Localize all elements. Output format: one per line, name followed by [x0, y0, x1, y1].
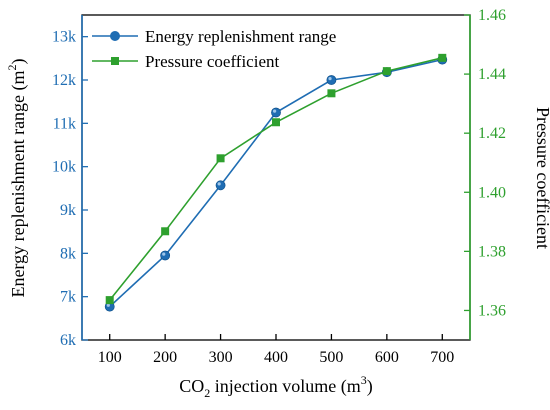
data-point-energy: [160, 250, 171, 261]
series-line-pressure: [109, 57, 443, 301]
x-tick-label: 500: [319, 349, 343, 366]
x-tick-label: 100: [98, 349, 122, 366]
right-tick-label: 1.36: [478, 302, 506, 319]
data-point-pressure: [272, 118, 280, 127]
data-point-energy: [271, 107, 281, 118]
right-tick-label: 1.40: [478, 184, 506, 201]
right-y-axis-label: Pressure coefficient: [533, 107, 550, 249]
data-point-pressure: [438, 53, 447, 62]
data-point-highlight: [273, 109, 277, 113]
right-tick-label: 1.42: [478, 125, 506, 142]
x-axis-ticks: 100 200 300 400 500 600 700: [98, 334, 454, 366]
left-y-axis-label: Energy replenishment range (m2): [5, 58, 29, 297]
right-tick-label: 1.44: [478, 66, 506, 83]
data-point-highlight: [217, 182, 221, 186]
x-axis-label: CO2 injection volume (m3): [179, 373, 372, 400]
data-point-energy: [215, 180, 226, 191]
data-point-highlight: [106, 303, 110, 307]
left-tick-label: 13k: [52, 29, 76, 46]
legend: Energy replenishment range Pressure coef…: [92, 27, 336, 71]
data-point-pressure: [382, 67, 391, 76]
x-tick-label: 300: [209, 349, 233, 366]
right-tick-label: 1.46: [478, 7, 506, 24]
x-tick-label: 700: [430, 349, 454, 366]
x-tick-label: 600: [375, 349, 399, 366]
series-layer: [104, 53, 448, 312]
data-point-highlight: [162, 252, 166, 256]
right-axis-ticks: 1.36 1.38 1.40 1.42 1.44 1.46: [464, 7, 506, 319]
left-tick-label: 7k: [60, 289, 76, 306]
left-tick-label: 9k: [60, 202, 76, 219]
x-tick-label: 200: [153, 349, 177, 366]
left-tick-label: 11k: [53, 115, 76, 132]
left-tick-label: 10k: [52, 159, 76, 176]
left-axis-ticks: 6k 7k 8k 9k 10k 11k 12k 13k: [52, 29, 88, 349]
data-point-pressure: [161, 227, 170, 236]
left-tick-label: 8k: [60, 245, 76, 262]
legend-marker-energy: [110, 30, 121, 41]
left-tick-label: 12k: [52, 72, 76, 89]
right-tick-label: 1.38: [478, 243, 506, 260]
data-point-pressure: [216, 154, 225, 163]
data-point-energy: [326, 75, 337, 85]
legend-marker-pressure: [111, 57, 119, 65]
legend-label-energy: Energy replenishment range: [145, 27, 336, 46]
data-point-pressure: [327, 89, 336, 98]
series-line-energy: [109, 58, 443, 308]
left-tick-label: 6k: [60, 332, 76, 349]
data-point-highlight: [328, 77, 332, 81]
data-point-pressure: [105, 296, 114, 305]
legend-label-pressure: Pressure coefficient: [145, 52, 279, 71]
x-tick-label: 400: [264, 349, 288, 366]
